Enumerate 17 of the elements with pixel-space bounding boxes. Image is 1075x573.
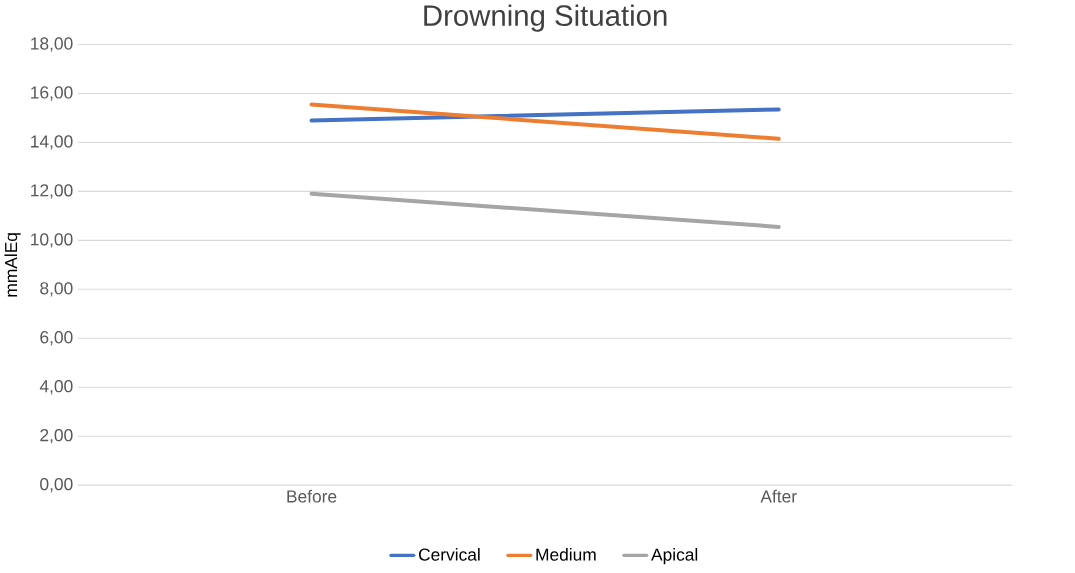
- y-tick-label: 12,00: [31, 184, 73, 199]
- y-axis-title: mmAlEq: [4, 233, 21, 297]
- x-tick-label: After: [760, 490, 797, 503]
- y-tick-label: 8,00: [40, 282, 73, 297]
- legend-label: Apical: [651, 548, 698, 565]
- y-tick-label: 2,00: [40, 429, 73, 444]
- y-tick-label: 18,00: [31, 37, 73, 52]
- y-tick-label: 6,00: [40, 331, 73, 346]
- y-tick-label: 14,00: [31, 135, 73, 150]
- chart-title: Drowning Situation: [424, 4, 667, 33]
- legend-label: Medium: [536, 548, 596, 562]
- legend-label: Cervical: [418, 548, 480, 562]
- y-tick-label: 16,00: [31, 86, 73, 101]
- y-tick-label: 10,00: [31, 233, 73, 248]
- y-tick-label: 4,00: [39, 380, 73, 395]
- y-tick-label: 0,00: [40, 478, 73, 493]
- x-tick-label: Before: [287, 490, 337, 503]
